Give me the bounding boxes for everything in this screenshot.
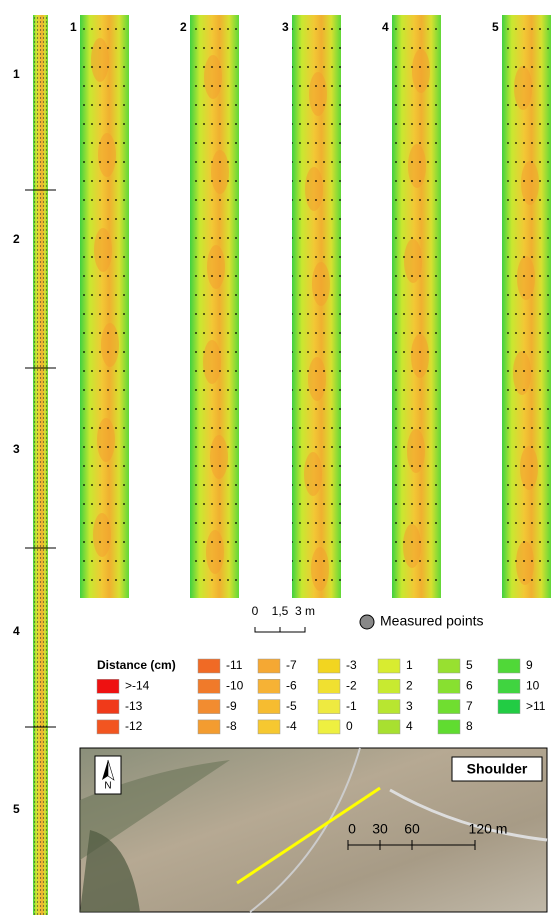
legend-swatch bbox=[258, 679, 280, 693]
legend-label: 10 bbox=[526, 678, 540, 692]
legend-swatch bbox=[318, 659, 340, 673]
legend-label: 1 bbox=[406, 658, 413, 672]
inset-map: N Shoulder 0 30 60 120 m bbox=[80, 748, 547, 912]
inset-scale-label: 60 bbox=[404, 821, 420, 837]
legend-swatch bbox=[198, 720, 220, 734]
strip-label: 5 bbox=[13, 802, 20, 816]
legend-label: 7 bbox=[466, 699, 473, 713]
legend-swatch bbox=[378, 679, 400, 693]
legend-swatch bbox=[258, 720, 280, 734]
legend-swatch bbox=[97, 720, 119, 734]
legend-label: -6 bbox=[286, 678, 297, 692]
legend-swatch bbox=[318, 679, 340, 693]
panel-label: 4 bbox=[382, 20, 389, 34]
scale-bar bbox=[255, 627, 305, 632]
measured-points bbox=[292, 15, 341, 598]
inset-scale-label: 0 bbox=[348, 821, 356, 837]
legend-swatch bbox=[378, 659, 400, 673]
panel-label: 2 bbox=[180, 20, 187, 34]
scale-label: 3 m bbox=[295, 604, 315, 618]
legend-swatch bbox=[97, 700, 119, 714]
legend-swatch bbox=[498, 700, 520, 714]
measured-points bbox=[190, 15, 239, 598]
inset-title: Shoulder bbox=[467, 761, 528, 777]
legend-label: -4 bbox=[286, 719, 297, 733]
legend-label: 8 bbox=[466, 719, 473, 733]
measured-points-label: Measured points bbox=[380, 613, 484, 629]
legend-swatch bbox=[258, 700, 280, 714]
legend-label: 4 bbox=[406, 719, 413, 733]
legend-swatch bbox=[378, 720, 400, 734]
panel-label: 3 bbox=[282, 20, 289, 34]
legend-swatch bbox=[438, 679, 460, 693]
measured-points bbox=[80, 15, 129, 598]
legend-swatch bbox=[198, 679, 220, 693]
legend-swatch bbox=[498, 679, 520, 693]
strip-label: 4 bbox=[13, 624, 20, 638]
legend-label: -9 bbox=[226, 699, 237, 713]
legend-swatch bbox=[438, 700, 460, 714]
panel-label: 1 bbox=[70, 20, 77, 34]
north-label: N bbox=[104, 781, 111, 792]
strip-label: 3 bbox=[13, 442, 20, 456]
legend-label: 6 bbox=[466, 678, 473, 692]
legend-swatch bbox=[198, 700, 220, 714]
legend-label: -5 bbox=[286, 699, 297, 713]
legend-swatch bbox=[438, 659, 460, 673]
legend-swatch bbox=[438, 720, 460, 734]
strip-label: 1 bbox=[13, 67, 20, 81]
legend-label: >-14 bbox=[125, 678, 150, 692]
legend-swatch bbox=[498, 659, 520, 673]
strip-label: 2 bbox=[13, 232, 20, 246]
figure: 1 2 3 4 5 Measured points Distance (cm) >-14… bbox=[0, 0, 551, 916]
legend-label: -13 bbox=[125, 699, 143, 713]
legend-swatch bbox=[198, 659, 220, 673]
legend-swatch bbox=[318, 720, 340, 734]
legend-label: -11 bbox=[226, 658, 243, 672]
legend-swatch bbox=[318, 700, 340, 714]
legend-swatch bbox=[258, 659, 280, 673]
legend-label: -2 bbox=[346, 678, 357, 692]
measured-point-symbol bbox=[360, 615, 374, 629]
legend-label: -10 bbox=[226, 678, 244, 692]
inset-scale-label: 30 bbox=[372, 821, 388, 837]
legend-label: 0 bbox=[346, 719, 353, 733]
panel-label: 5 bbox=[492, 20, 499, 34]
legend-label: 2 bbox=[406, 678, 413, 692]
measured-points bbox=[502, 15, 551, 598]
measured-points bbox=[392, 15, 441, 598]
legend-label: -7 bbox=[286, 658, 297, 672]
legend-label: >11 bbox=[526, 699, 546, 713]
legend-label: 5 bbox=[466, 658, 473, 672]
legend-label: -12 bbox=[125, 719, 143, 733]
legend-swatch bbox=[378, 700, 400, 714]
legend-swatch bbox=[97, 679, 119, 693]
scale-label: 0 bbox=[252, 604, 259, 618]
legend-label: -3 bbox=[346, 658, 357, 672]
legend-title: Distance (cm) bbox=[97, 658, 176, 672]
scale-label: 1,5 bbox=[272, 604, 289, 618]
overview-strip bbox=[25, 15, 56, 915]
legend-label: 9 bbox=[526, 658, 533, 672]
legend-label: -1 bbox=[346, 699, 357, 713]
legend-label: -8 bbox=[226, 719, 237, 733]
legend-label: 3 bbox=[406, 699, 413, 713]
inset-scale-label: 120 m bbox=[469, 821, 508, 837]
